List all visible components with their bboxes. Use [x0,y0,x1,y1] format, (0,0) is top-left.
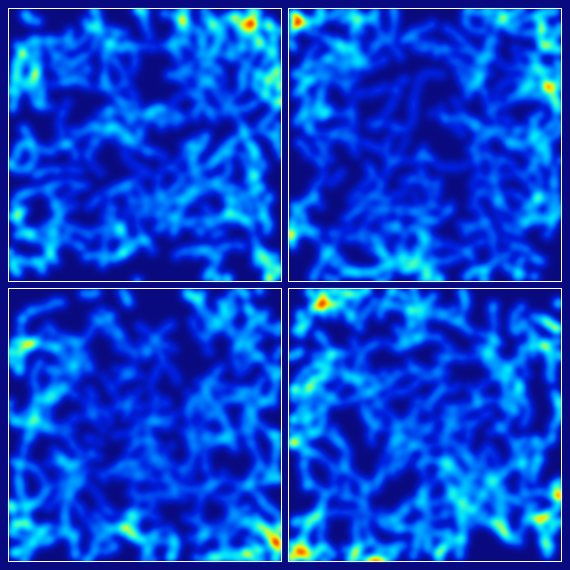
density-heatmap-canvas [0,0,570,570]
figure-container [0,0,570,570]
